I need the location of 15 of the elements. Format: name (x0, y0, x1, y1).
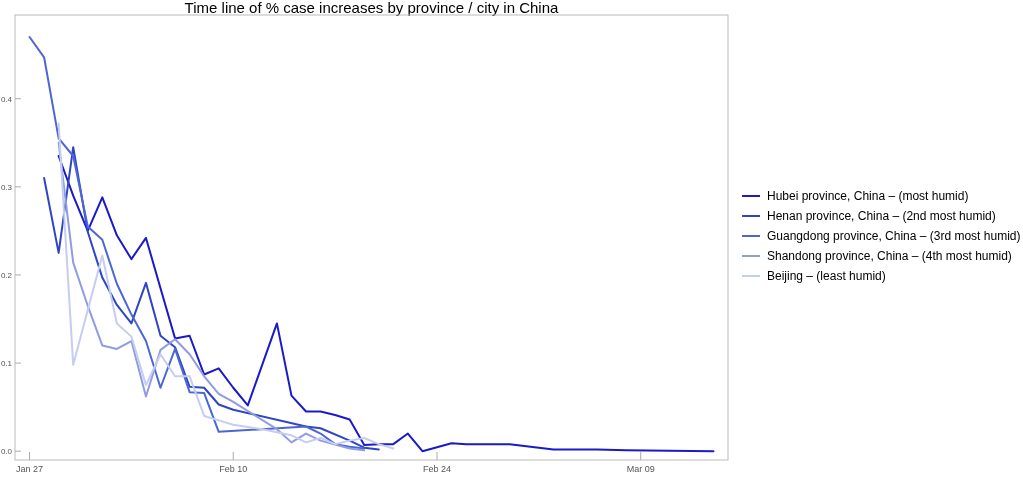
x-tick-label: Jan 27 (16, 464, 44, 474)
legend-label: Shandong province, China – (4th most humid) (767, 249, 1012, 263)
legend-label: Hubei province, China – (most humid) (767, 189, 969, 203)
x-tick-label: Feb 24 (422, 464, 451, 474)
legend-label: Henan province, China – (2nd most humid) (767, 209, 996, 223)
y-tick-label: 0.3 (0, 182, 13, 192)
x-tick-label: Mar 09 (626, 464, 655, 474)
y-tick-label: 0.1 (0, 359, 13, 369)
y-tick-label: 0.0 (0, 447, 13, 457)
legend-label: Beijing – (least humid) (767, 269, 886, 283)
x-tick-label: Feb 10 (219, 464, 248, 474)
chart-title: Time line of % case increases by province / city in China (184, 0, 560, 16)
y-tick-label: 0.2 (0, 270, 13, 280)
legend-label: Guangdong province, China – (3rd most humid) (767, 229, 1021, 243)
y-tick-label: 0.4 (0, 94, 13, 104)
